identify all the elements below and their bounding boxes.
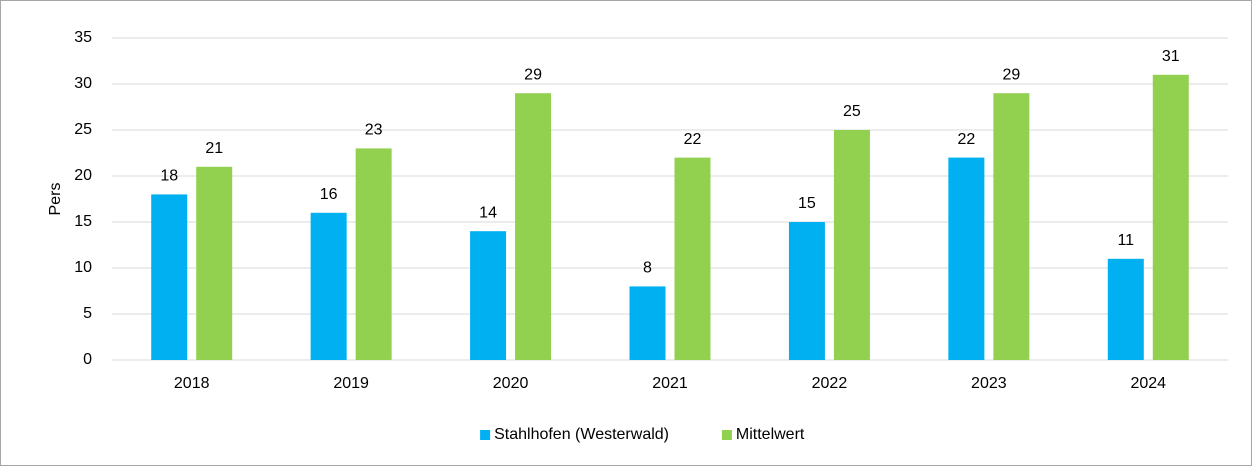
y-tick-label: 15 bbox=[74, 213, 92, 230]
legend-label: Stahlhofen (Westerwald) bbox=[494, 426, 669, 443]
data-label: 29 bbox=[524, 66, 542, 83]
x-tick-label: 2018 bbox=[174, 375, 210, 392]
y-tick-label: 35 bbox=[74, 29, 92, 46]
data-label: 16 bbox=[320, 186, 338, 203]
bar bbox=[674, 157, 711, 360]
bar bbox=[355, 148, 392, 360]
bar bbox=[310, 212, 347, 360]
x-tick-label: 2021 bbox=[652, 375, 688, 392]
bar bbox=[151, 194, 188, 360]
legend-swatch bbox=[721, 430, 732, 440]
bar bbox=[1107, 258, 1144, 360]
data-label: 11 bbox=[1117, 232, 1134, 249]
x-tick-label: 2023 bbox=[971, 375, 1007, 392]
bar bbox=[196, 166, 233, 360]
bar bbox=[1152, 74, 1189, 361]
data-label: 22 bbox=[684, 131, 702, 148]
y-tick-label: 30 bbox=[74, 75, 92, 92]
bar bbox=[470, 231, 507, 360]
y-tick-label: 10 bbox=[74, 259, 92, 276]
data-label: 25 bbox=[843, 103, 861, 120]
data-label: 8 bbox=[643, 260, 652, 277]
data-label: 14 bbox=[479, 204, 497, 221]
data-label: 15 bbox=[798, 195, 816, 212]
x-tick-label: 2022 bbox=[812, 375, 848, 392]
bar bbox=[833, 130, 870, 360]
y-tick-label: 20 bbox=[74, 167, 92, 184]
y-axis-label: Pers bbox=[47, 183, 64, 216]
bar bbox=[948, 157, 985, 360]
data-label: 18 bbox=[160, 168, 178, 185]
data-label: 29 bbox=[1002, 66, 1020, 83]
bar bbox=[993, 93, 1030, 360]
data-label: 22 bbox=[957, 131, 975, 148]
x-tick-label: 2019 bbox=[333, 375, 369, 392]
data-label: 21 bbox=[205, 140, 223, 157]
bar bbox=[629, 286, 666, 360]
bar bbox=[515, 93, 552, 360]
x-tick-label: 2020 bbox=[493, 375, 529, 392]
y-tick-label: 5 bbox=[83, 305, 92, 322]
y-tick-label: 0 bbox=[83, 351, 92, 368]
data-label: 31 bbox=[1162, 48, 1180, 65]
legend-swatch bbox=[480, 430, 491, 440]
x-tick-label: 2024 bbox=[1130, 375, 1166, 392]
bar bbox=[788, 222, 825, 360]
data-label: 23 bbox=[365, 122, 383, 139]
y-tick-label: 25 bbox=[74, 121, 92, 138]
legend-label: Mittelwert bbox=[736, 426, 805, 443]
